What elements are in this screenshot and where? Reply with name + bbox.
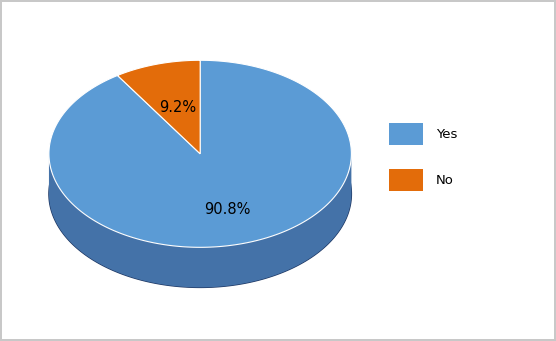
Text: 9.2%: 9.2% xyxy=(159,100,196,115)
Bar xyxy=(389,169,424,191)
Text: Yes: Yes xyxy=(436,128,457,141)
Bar xyxy=(389,123,424,145)
Text: 90.8%: 90.8% xyxy=(203,202,250,217)
Polygon shape xyxy=(117,60,200,154)
Polygon shape xyxy=(49,155,351,287)
Text: No: No xyxy=(436,174,454,187)
Polygon shape xyxy=(49,60,351,247)
Polygon shape xyxy=(49,100,351,287)
